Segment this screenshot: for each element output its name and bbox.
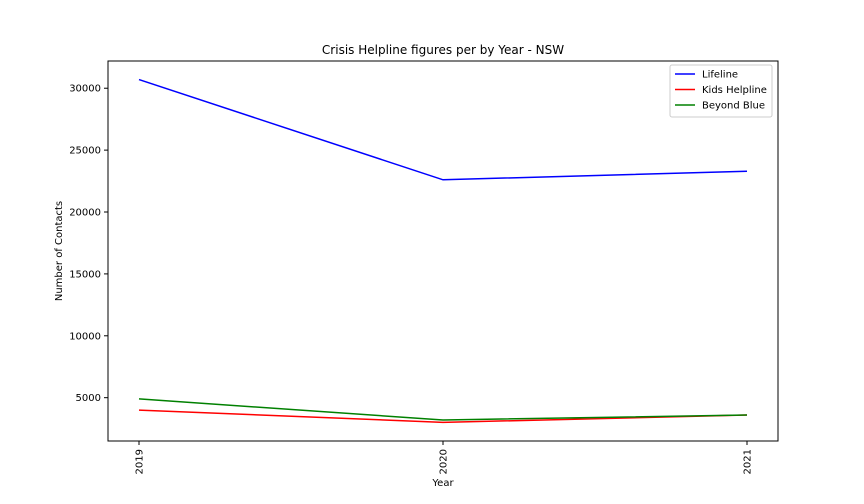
y-tick-label: 5000: [76, 393, 101, 404]
legend-label: Beyond Blue: [702, 101, 765, 112]
x-tick-label: 2020: [439, 449, 450, 474]
x-axis: 2019 2020 2021: [135, 441, 754, 474]
y-tick-label: 15000: [69, 269, 101, 280]
y-tick-label: 25000: [69, 146, 101, 157]
legend-label: Kids Helpline: [702, 85, 767, 96]
x-tick-label: 2021: [743, 449, 754, 474]
axes-frame: [107, 60, 779, 442]
y-tick-label: 30000: [69, 84, 101, 95]
series-line-kids-helpline: [138, 409, 748, 424]
y-axis: 5000 10000 15000 20000 25000 30000: [69, 84, 108, 404]
legend: Lifeline Kids Helpline Beyond Blue: [669, 64, 773, 118]
y-tick-label: 10000: [69, 331, 101, 342]
x-axis-label: Year: [431, 478, 454, 489]
plot-area: [138, 78, 748, 424]
legend-label: Lifeline: [702, 70, 738, 81]
chart-title: Crisis Helpline figures per by Year - NS…: [322, 43, 564, 57]
y-axis-label: Number of Contacts: [54, 201, 65, 301]
series-line-beyond-blue: [138, 398, 748, 421]
legend-box: [669, 64, 773, 118]
y-tick-label: 20000: [69, 208, 101, 219]
series-line-lifeline: [138, 78, 748, 181]
x-tick-label: 2019: [135, 449, 146, 474]
